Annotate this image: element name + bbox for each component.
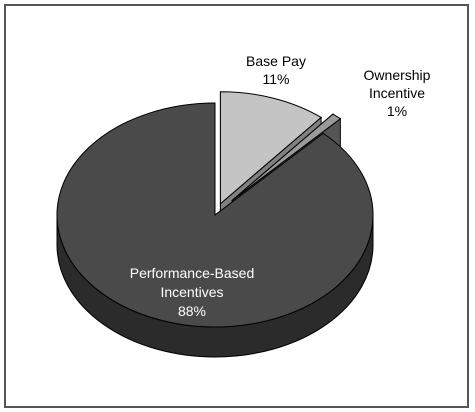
performance-incentives-value: 88% (178, 303, 206, 319)
pie-slices (56, 91, 374, 358)
pie-labels: Base Pay 11% Ownership Incentive 1% Perf… (130, 53, 431, 319)
performance-incentives-label-line1: Performance-Based (130, 265, 255, 281)
ownership-incentive-slice (231, 113, 342, 201)
base-pay-slice (219, 91, 322, 205)
ownership-incentive-label-line2: Incentive (369, 85, 425, 101)
base-pay-label: Base Pay (246, 53, 306, 69)
ownership-incentive-label-line1: Ownership (364, 67, 431, 83)
ownership-incentive-value: 1% (387, 103, 407, 119)
base-pay-value: 11% (263, 71, 290, 87)
performance-incentives-slice (56, 102, 374, 328)
performance-incentives-label-line2: Incentives (160, 284, 223, 300)
